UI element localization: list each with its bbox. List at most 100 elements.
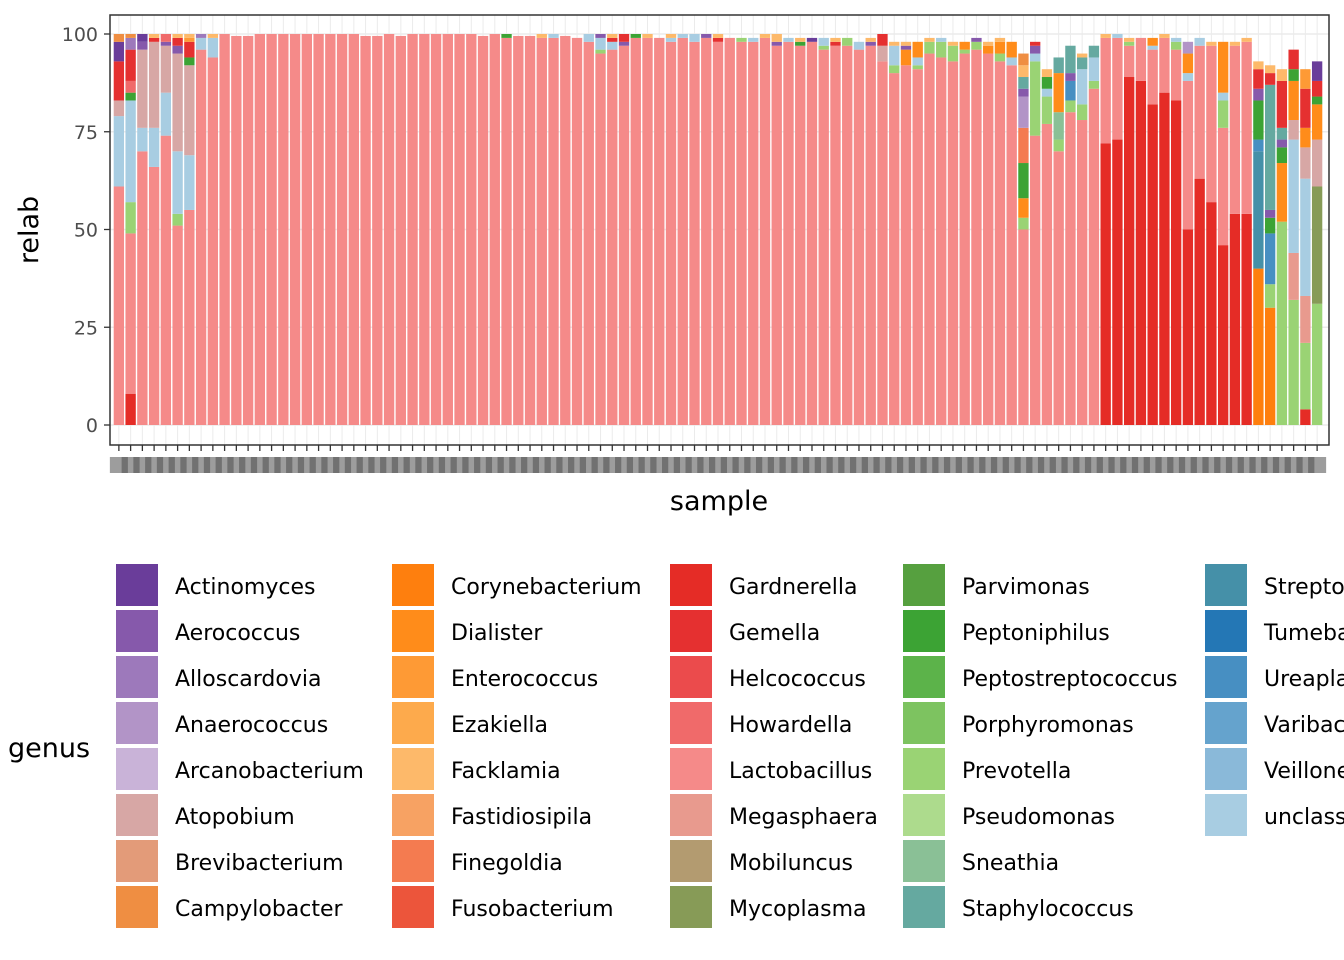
legend-swatch (1205, 702, 1247, 744)
legend-label: Enterococcus (451, 667, 598, 692)
bar-segment-lactobacillus (195, 49, 207, 425)
bar-segment-lactobacillus (278, 34, 289, 425)
legend-item: Ezakiella (392, 702, 548, 744)
bar-segment-campylobacter (125, 34, 136, 38)
bar-segment-lactobacillus (454, 34, 465, 425)
legend-swatch (392, 794, 434, 836)
legend-item: Aerococcus (116, 610, 300, 652)
bar-segment-lactobacillus (971, 49, 982, 425)
legend-item: Gemella (670, 610, 820, 652)
bar-segment-lactobacillus (442, 34, 453, 425)
bar-segment-lactobacillus (654, 37, 665, 425)
bar-segment-lactobacillus (936, 57, 947, 426)
legend-item: Alloscardovia (116, 656, 321, 698)
bar-segment-dialister (994, 41, 1006, 54)
legend-item: Enterococcus (392, 656, 598, 698)
bar-segment-unclassified (1030, 53, 1041, 62)
bar-segment-corynebacterium (1264, 307, 1276, 425)
bar-segment-prevotella (971, 41, 982, 50)
bar-segment-gemella (184, 41, 195, 58)
legend-swatch (903, 840, 945, 882)
bar-segment-prevotella (959, 49, 970, 54)
bar-segment-unclassified (1194, 37, 1205, 46)
legend-item: Pseudomonas (903, 794, 1115, 836)
bar-segment-facklamia (924, 37, 935, 42)
bar-segment-gemella (1253, 69, 1264, 89)
bar-segment-lactobacillus (642, 37, 653, 425)
bar-segment-peptoniphilus (1041, 77, 1053, 89)
bar-segment-dialister (900, 49, 912, 66)
bar-segment-gemella (1264, 73, 1276, 85)
bar-segment-peptoniphilus (630, 34, 641, 38)
bar-segment-prevotella (1288, 299, 1299, 425)
bar-segment-atopobium (184, 65, 195, 156)
legend-label: Varibaculum (1264, 713, 1344, 738)
bar-segment-lactobacillus (1006, 65, 1017, 425)
bar-segment-facklamia (665, 34, 677, 38)
legend-item: Brevibacterium (116, 840, 344, 882)
legend-item: Atopobium (116, 794, 295, 836)
legend-label: Sneathia (962, 851, 1059, 876)
bar-segment-facklamia (1041, 69, 1053, 78)
bar-segment-dialister (1182, 53, 1194, 74)
y-axis-title: relab (14, 196, 45, 264)
bar-segment-peptoniphilus (1018, 163, 1029, 199)
bar-segment-staphylococcus (1077, 57, 1088, 70)
bar-segment-staphylococcus (1053, 57, 1064, 74)
bar-segment-unclassified (137, 127, 148, 152)
bar-segment-unclassified (853, 41, 865, 50)
legend-swatch (116, 656, 158, 698)
bar-segment-gemella (607, 37, 618, 42)
bar-segment-gemella (618, 34, 630, 42)
legend-swatch (116, 794, 158, 836)
legend-item: Actinomyces (116, 564, 315, 606)
bar-segment-prevotella (1030, 61, 1041, 136)
bar-segment-unclassified (1088, 57, 1100, 81)
legend-item: Campylobacter (116, 886, 344, 928)
legend-swatch (392, 656, 434, 698)
bar-segment-prevotella (1123, 41, 1135, 46)
legend-item: Howardella (670, 702, 852, 744)
legend-swatch (670, 656, 712, 698)
bar-segment-unclassified (1182, 73, 1194, 81)
bar-segment-facklamia (830, 37, 841, 42)
legend-swatch (392, 886, 434, 928)
bar-segment-facklamia (1206, 41, 1217, 46)
bar-segment-prevotella (1311, 303, 1323, 425)
bar-segment-atopobium (148, 41, 160, 128)
bar-segment-facklamia (1264, 65, 1276, 74)
bar-segment-lactobacillus (360, 35, 371, 426)
y-axis: 0 25 50 75 100 (62, 24, 110, 437)
bar-segment-lactobacillus (677, 37, 688, 425)
bar-segment-lactobacillus (795, 45, 806, 425)
legend-swatch (670, 794, 712, 836)
bar-segment-unclassified (160, 92, 172, 136)
bar-segment-unclassified (665, 37, 677, 42)
bar-segment-unclassified (207, 37, 219, 58)
bar-segment-prevotella (924, 41, 935, 54)
bar-segment-lactobacillus (1229, 45, 1241, 214)
bar-segment-prevotella (172, 213, 183, 226)
bar-segment-enterococcus (184, 37, 195, 42)
bar-segment-facklamia (1241, 37, 1252, 42)
legend-item: Peptostreptococcus (903, 656, 1177, 698)
legend-item: Fastidiosipila (392, 794, 592, 836)
bar-segment-gardnerella (1159, 92, 1170, 426)
bar-segment-gardnerella (1217, 245, 1229, 425)
bar-segment-megasphaera (1300, 295, 1311, 343)
bar-segment-lactobacillus (618, 45, 630, 425)
legend-swatch (392, 748, 434, 790)
bar-segment-gemella (1288, 49, 1299, 70)
bar-segment-unclassified (113, 116, 125, 187)
bar-segment-prevotella (889, 65, 900, 74)
bar-segment-facklamia (607, 34, 618, 38)
legend-swatch (392, 564, 434, 606)
bar-segment-gardnerella (1135, 80, 1147, 426)
bar-segment-lactobacillus (137, 151, 148, 426)
bar-segment-finegoldia (1018, 127, 1029, 164)
bar-segment-lactobacillus (842, 45, 853, 425)
bar-segment-unclassified (583, 34, 594, 42)
bar-segment-lactobacillus (301, 34, 313, 425)
bar-segment-unclassified (548, 34, 559, 38)
bar-segment-prevotella (595, 49, 606, 54)
